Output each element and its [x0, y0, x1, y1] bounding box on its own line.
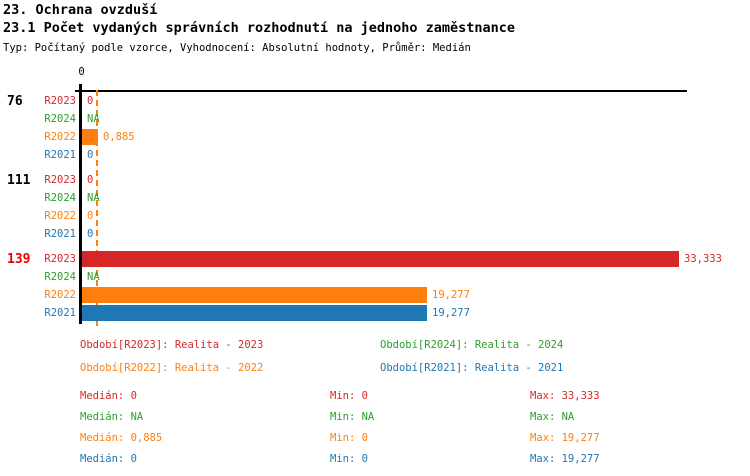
chart-row: R2023 33,333 [0, 250, 750, 268]
stat-row: Medián: NA Min: NA Max: NA [0, 411, 750, 425]
min-value: Min: 0 [330, 390, 368, 402]
stat-row: Medián: 0,885 Min: 0 Max: 19,277 [0, 432, 750, 446]
bar-value-label: 0 [87, 210, 94, 222]
bar [82, 305, 427, 321]
chart-row: R2022 0 [0, 207, 750, 225]
series-label: R2022 [44, 131, 76, 143]
series-label: R2022 [44, 210, 76, 222]
series-label: R2023 [44, 174, 76, 186]
series-label: R2021 [44, 228, 76, 240]
median-value: Medián: 0 [80, 453, 137, 465]
bar-value-label: NA [87, 271, 100, 283]
group-label: 139 [7, 252, 31, 267]
series-label: R2024 [44, 192, 76, 204]
max-value: Max: 33,333 [530, 390, 600, 402]
bar-value-label: NA [87, 192, 100, 204]
bar [82, 129, 98, 145]
series-label: R2022 [44, 289, 76, 301]
bar-group: 111 R2023 0 R2024 NA R2022 0 R2021 0 [0, 171, 750, 243]
max-value: Max: 19,277 [530, 432, 600, 444]
chart-row: R2024 NA [0, 268, 750, 286]
stats-table: Medián: 0 Min: 0 Max: 33,333 Medián: NA Min:… [0, 390, 750, 476]
group-label: 111 [7, 173, 31, 188]
bar [82, 287, 427, 303]
bar-value-label: 0 [87, 228, 94, 240]
legend-item: Období[R2021]: Realita - 2021 [380, 362, 564, 374]
chart-row: R2021 0 [0, 146, 750, 164]
chart-row: R2024 NA [0, 189, 750, 207]
y-axis-line [79, 84, 82, 324]
series-label: R2023 [44, 95, 76, 107]
chart-row: R2021 19,277 [0, 304, 750, 322]
series-label: R2024 [44, 271, 76, 283]
bar-value-label: 19,277 [432, 307, 470, 319]
bar-group: 139 R2023 33,333 R2024 NA R2022 19,277 R2021 19,… [0, 250, 750, 322]
stat-row: Medián: 0 Min: 0 Max: 33,333 [0, 390, 750, 404]
legend-item: Období[R2022]: Realita - 2022 [80, 362, 264, 374]
median-value: Medián: 0 [80, 390, 137, 402]
max-value: Max: 19,277 [530, 453, 600, 465]
group-label: 76 [7, 94, 23, 109]
legend-item: Období[R2023]: Realita - 2023 [80, 339, 264, 351]
series-label: R2021 [44, 149, 76, 161]
median-value: Medián: 0,885 [80, 432, 163, 444]
bar-value-label: NA [87, 113, 100, 125]
bar-value-label: 0,885 [103, 131, 135, 143]
bar-value-label: 0 [87, 149, 94, 161]
min-value: Min: 0 [330, 453, 368, 465]
median-reference-line [95, 90, 98, 326]
chart-row: R2022 19,277 [0, 286, 750, 304]
bar-value-label: 0 [87, 174, 94, 186]
min-value: Min: 0 [330, 432, 368, 444]
bar [82, 251, 679, 267]
chart-row: R2022 0,885 [0, 128, 750, 146]
series-label: R2021 [44, 307, 76, 319]
chart-row: R2023 0 [0, 171, 750, 189]
legend-item: Období[R2024]: Realita - 2024 [380, 339, 564, 351]
bar-value-label: 33,333 [684, 253, 722, 265]
series-label: R2024 [44, 113, 76, 125]
bar-value-label: 19,277 [432, 289, 470, 301]
chart-row: R2021 0 [0, 225, 750, 243]
axis-zero-tick-label: 0 [78, 66, 85, 78]
indicator-meta: Typ: Počítaný podle vzorce, Vyhodnocení:… [3, 42, 471, 54]
chart-rows: 76 R2023 0 R2024 NA R2022 0,885 R2021 0 111 R2023 0… [0, 92, 750, 329]
chart-row: R2023 0 [0, 92, 750, 110]
max-value: Max: NA [530, 411, 575, 423]
bar-value-label: 0 [87, 95, 94, 107]
min-value: Min: NA [330, 411, 375, 423]
indicator-title: 23.1 Počet vydaných správních rozhodnutí… [3, 20, 516, 36]
bar-group: 76 R2023 0 R2024 NA R2022 0,885 R2021 0 [0, 92, 750, 164]
chart-row: R2024 NA [0, 110, 750, 128]
page-title: 23. Ochrana ovzduší [3, 2, 158, 18]
legend: Období[R2023]: Realita - 2023 Období[R202… [0, 339, 750, 383]
median-value: Medián: NA [80, 411, 144, 423]
axis-top-line [75, 90, 687, 92]
series-label: R2023 [44, 253, 76, 265]
stat-row: Medián: 0 Min: 0 Max: 19,277 [0, 453, 750, 467]
